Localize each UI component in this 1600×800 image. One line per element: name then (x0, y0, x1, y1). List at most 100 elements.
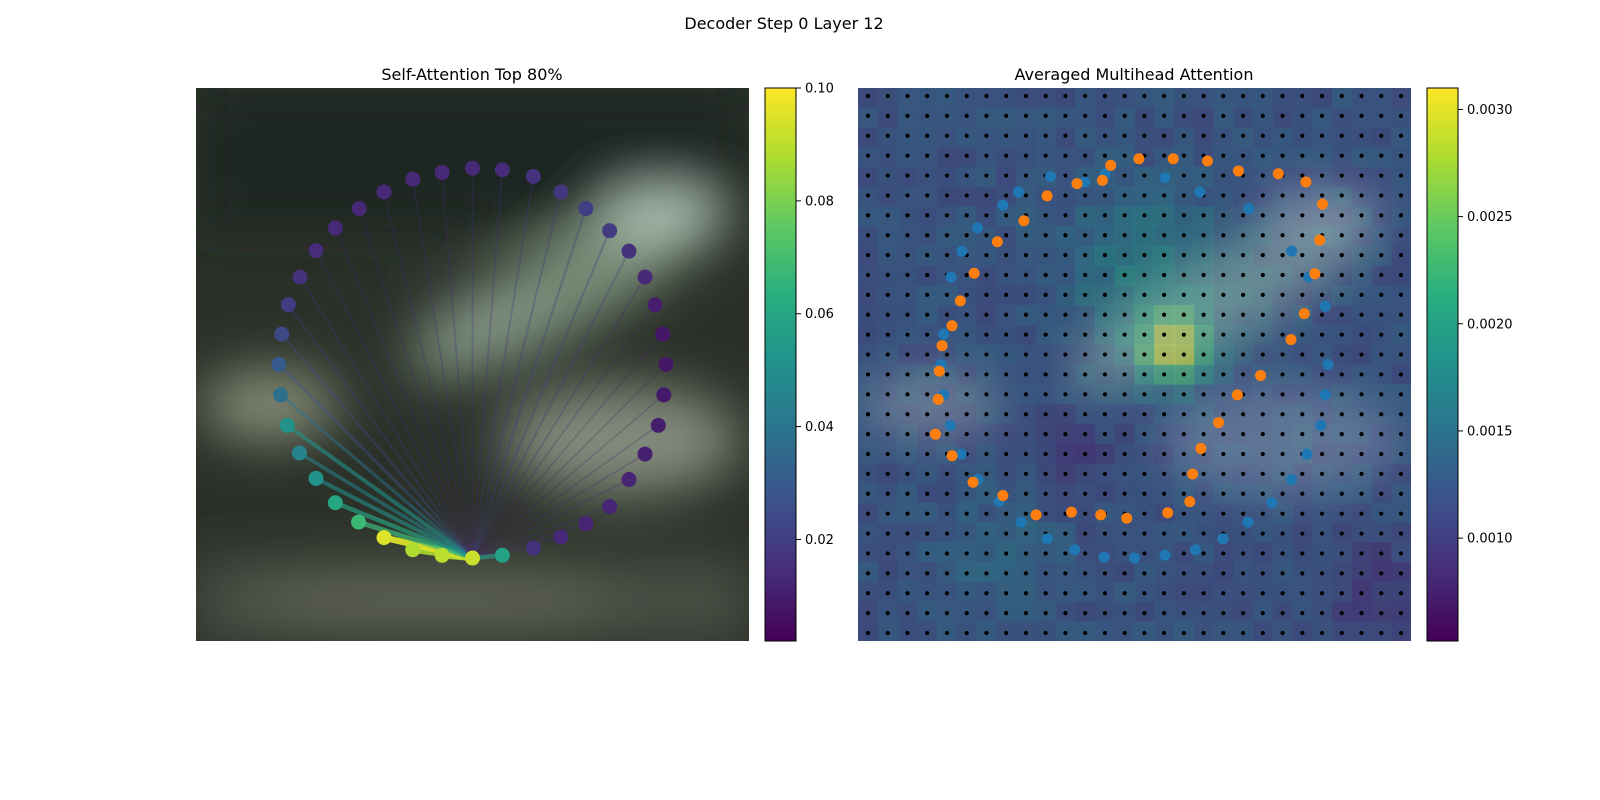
grid-dot (1339, 93, 1344, 99)
grid-dot (1319, 432, 1325, 437)
blue-point (1242, 516, 1254, 528)
grid-dot (1102, 233, 1107, 238)
grid-dot (1379, 113, 1384, 118)
colorbar-tick-label: 0.0020 (1467, 317, 1513, 332)
grid-dot (905, 491, 910, 496)
grid-dot (1063, 591, 1068, 596)
grid-dot (964, 571, 969, 576)
grid-dot (1201, 233, 1206, 238)
grid-dot (984, 591, 989, 596)
blue-point (1315, 419, 1327, 431)
grid-dot (1181, 412, 1186, 417)
grid-dot (1122, 173, 1127, 178)
grid-dot (1240, 233, 1246, 238)
grid-dot (1023, 352, 1029, 357)
grid-dot (1122, 272, 1127, 278)
grid-dot (1181, 511, 1186, 516)
grid-dot (925, 113, 930, 118)
grid-dot (984, 392, 989, 397)
grid-dot (1260, 133, 1265, 138)
grid-dot (1280, 253, 1285, 258)
grid-dot (1260, 491, 1265, 496)
heatmap-cell (877, 88, 899, 109)
grid-dot (1359, 630, 1364, 636)
grid-dot (1043, 292, 1048, 297)
grid-dot (1083, 332, 1088, 337)
grid-dot (1300, 511, 1305, 516)
grid-dot (925, 312, 930, 317)
grid-dot (1240, 153, 1246, 158)
grid-dot (1260, 551, 1265, 556)
grid-dot (1201, 332, 1206, 337)
orange-point (1105, 159, 1117, 171)
grid-dot (1379, 392, 1384, 397)
blue-point (955, 448, 967, 460)
grid-dot (1004, 551, 1009, 556)
grid-dot (1221, 113, 1226, 118)
attention-point (637, 269, 653, 285)
grid-dot (885, 372, 890, 377)
blue-point (1243, 203, 1255, 215)
grid-dot (1043, 352, 1048, 357)
grid-dot (1240, 432, 1246, 437)
grid-dot (1142, 332, 1147, 337)
grid-dot (1280, 193, 1285, 198)
grid-dot (1260, 93, 1265, 99)
grid-dot (1359, 133, 1364, 138)
attention-point (308, 470, 324, 486)
grid-dot (1319, 591, 1325, 596)
grid-dot (1004, 93, 1009, 99)
grid-dot (865, 471, 871, 476)
attention-lines (277, 167, 667, 562)
grid-dot (1398, 511, 1404, 516)
grid-dot (984, 531, 989, 536)
grid-dot (1201, 292, 1206, 297)
grid-dot (1379, 272, 1384, 278)
grid-dot (905, 372, 910, 377)
grid-dot (1102, 312, 1107, 317)
grid-dot (1023, 611, 1029, 616)
grid-dot (865, 272, 871, 278)
grid-dot (1102, 193, 1107, 198)
grid-dot (1063, 272, 1068, 278)
grid-dot (1162, 332, 1167, 337)
grid-dot (1102, 491, 1107, 496)
orange-point (932, 393, 944, 405)
heatmap-cell (1312, 88, 1333, 109)
grid-dot (1339, 392, 1344, 397)
grid-dot (1300, 133, 1305, 138)
grid-dot (964, 133, 969, 138)
grid-dot (1181, 292, 1186, 297)
grid-dot (1240, 531, 1246, 536)
grid-dot (1280, 292, 1285, 297)
grid-dot (1023, 551, 1029, 556)
grid-dot (1240, 193, 1246, 198)
grid-dot (1043, 611, 1048, 616)
colorbar-tick-label: 0.0015 (1467, 424, 1513, 439)
grid-dot (984, 213, 989, 218)
grid-dot (1339, 173, 1344, 178)
grid-dot (1240, 253, 1246, 258)
colorbar-tick-label: 0.0025 (1467, 210, 1513, 225)
heatmap-cell (1253, 88, 1274, 109)
grid-dot (1162, 591, 1167, 596)
grid-dot (1063, 173, 1068, 178)
grid-dot (1379, 571, 1384, 576)
figure-suptitle: Decoder Step 0 Layer 12 (684, 14, 883, 33)
grid-dot (1359, 312, 1364, 317)
grid-dot (1102, 571, 1107, 576)
attention-line (280, 332, 474, 560)
grid-dot (1004, 531, 1009, 536)
grid-dot (905, 611, 910, 616)
grid-dot (1004, 312, 1009, 317)
grid-dot (865, 312, 871, 317)
grid-dot (905, 312, 910, 317)
grid-dot (1359, 471, 1364, 476)
grid-dot (1162, 571, 1167, 576)
grid-dot (885, 392, 890, 397)
grid-dot (1339, 332, 1344, 337)
grid-dot (1122, 253, 1127, 258)
grid-dot (984, 630, 989, 636)
grid-dot (1379, 93, 1384, 99)
grid-dot (1181, 491, 1186, 496)
